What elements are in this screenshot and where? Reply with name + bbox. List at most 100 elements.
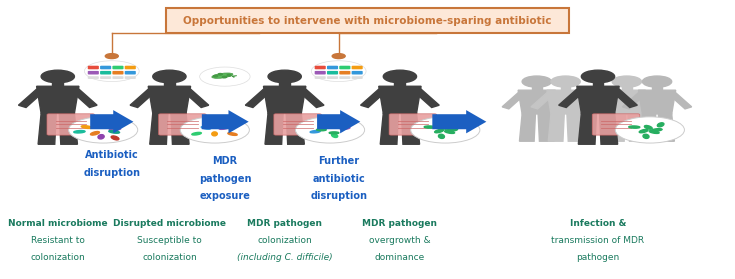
Ellipse shape: [90, 131, 99, 135]
FancyBboxPatch shape: [340, 71, 351, 74]
FancyBboxPatch shape: [351, 66, 362, 69]
FancyBboxPatch shape: [125, 76, 136, 79]
FancyBboxPatch shape: [100, 66, 111, 69]
Polygon shape: [286, 113, 304, 144]
Ellipse shape: [317, 129, 326, 131]
Polygon shape: [265, 113, 283, 144]
Polygon shape: [317, 110, 360, 133]
Ellipse shape: [331, 134, 337, 138]
Polygon shape: [415, 89, 440, 107]
FancyBboxPatch shape: [340, 66, 351, 69]
FancyBboxPatch shape: [622, 84, 631, 90]
Polygon shape: [184, 89, 209, 107]
FancyBboxPatch shape: [652, 84, 662, 90]
Ellipse shape: [439, 134, 445, 138]
Polygon shape: [37, 86, 79, 113]
Circle shape: [383, 70, 417, 83]
FancyBboxPatch shape: [159, 114, 206, 135]
Polygon shape: [550, 93, 571, 109]
Polygon shape: [639, 90, 675, 114]
Circle shape: [68, 117, 137, 143]
Circle shape: [332, 54, 345, 59]
Text: MDR pathogen: MDR pathogen: [247, 219, 322, 228]
Polygon shape: [579, 93, 600, 109]
Polygon shape: [600, 113, 617, 144]
Ellipse shape: [103, 119, 109, 123]
Circle shape: [615, 117, 684, 143]
FancyBboxPatch shape: [561, 84, 570, 90]
Circle shape: [411, 117, 480, 143]
FancyBboxPatch shape: [592, 114, 639, 135]
Circle shape: [180, 117, 249, 143]
FancyBboxPatch shape: [279, 79, 290, 86]
Ellipse shape: [445, 131, 454, 133]
Text: antibiotic: antibiotic: [312, 174, 365, 184]
Ellipse shape: [453, 123, 459, 127]
FancyBboxPatch shape: [395, 79, 406, 86]
Ellipse shape: [74, 131, 85, 133]
Text: Opportunities to intervene with microbiome-sparing antibiotic: Opportunities to intervene with microbio…: [183, 16, 552, 26]
Polygon shape: [380, 113, 398, 144]
FancyBboxPatch shape: [315, 76, 326, 79]
Ellipse shape: [323, 122, 329, 126]
Polygon shape: [639, 114, 656, 141]
Text: pathogen: pathogen: [198, 174, 251, 184]
Text: colonization: colonization: [30, 253, 85, 262]
Ellipse shape: [329, 132, 339, 134]
FancyBboxPatch shape: [327, 66, 338, 69]
Circle shape: [85, 61, 139, 81]
Ellipse shape: [192, 133, 201, 135]
Ellipse shape: [93, 124, 101, 128]
Circle shape: [214, 75, 218, 77]
Text: (including C. difficile): (including C. difficile): [237, 253, 332, 262]
Polygon shape: [379, 86, 421, 113]
Ellipse shape: [434, 129, 443, 133]
Polygon shape: [171, 113, 189, 144]
Ellipse shape: [651, 129, 662, 131]
Polygon shape: [659, 114, 675, 141]
Text: Susceptible to: Susceptible to: [137, 236, 202, 245]
Ellipse shape: [424, 126, 435, 128]
Polygon shape: [502, 93, 523, 109]
Polygon shape: [592, 93, 614, 109]
Circle shape: [295, 117, 365, 143]
Text: Further: Further: [318, 156, 359, 166]
Polygon shape: [548, 114, 564, 141]
Text: exposure: exposure: [199, 191, 251, 201]
FancyBboxPatch shape: [532, 84, 542, 90]
Text: Disrupted microbiome: Disrupted microbiome: [113, 219, 226, 228]
Ellipse shape: [98, 135, 104, 139]
Text: pathogen: pathogen: [576, 253, 620, 262]
Polygon shape: [300, 89, 324, 107]
Polygon shape: [263, 86, 306, 113]
Ellipse shape: [310, 131, 320, 133]
Text: Resistant to: Resistant to: [31, 236, 85, 245]
Polygon shape: [130, 89, 154, 107]
Text: disruption: disruption: [83, 168, 140, 178]
Ellipse shape: [111, 136, 119, 140]
Ellipse shape: [110, 128, 121, 130]
FancyBboxPatch shape: [327, 71, 338, 74]
FancyBboxPatch shape: [389, 114, 437, 135]
Polygon shape: [670, 93, 692, 109]
Ellipse shape: [657, 123, 664, 127]
Polygon shape: [148, 86, 190, 113]
FancyBboxPatch shape: [164, 79, 175, 86]
FancyBboxPatch shape: [340, 76, 351, 79]
Polygon shape: [608, 90, 645, 114]
Circle shape: [642, 76, 672, 87]
Ellipse shape: [643, 134, 649, 138]
Ellipse shape: [645, 126, 652, 129]
Ellipse shape: [440, 126, 448, 129]
Text: Antibiotic: Antibiotic: [85, 150, 139, 160]
Polygon shape: [90, 110, 133, 133]
Circle shape: [223, 76, 226, 78]
Polygon shape: [577, 86, 619, 113]
FancyBboxPatch shape: [47, 114, 95, 135]
FancyBboxPatch shape: [125, 71, 136, 74]
Polygon shape: [628, 114, 644, 141]
FancyBboxPatch shape: [87, 76, 99, 79]
Text: MDR pathogen: MDR pathogen: [362, 219, 437, 228]
Ellipse shape: [639, 129, 648, 133]
Ellipse shape: [330, 126, 340, 128]
